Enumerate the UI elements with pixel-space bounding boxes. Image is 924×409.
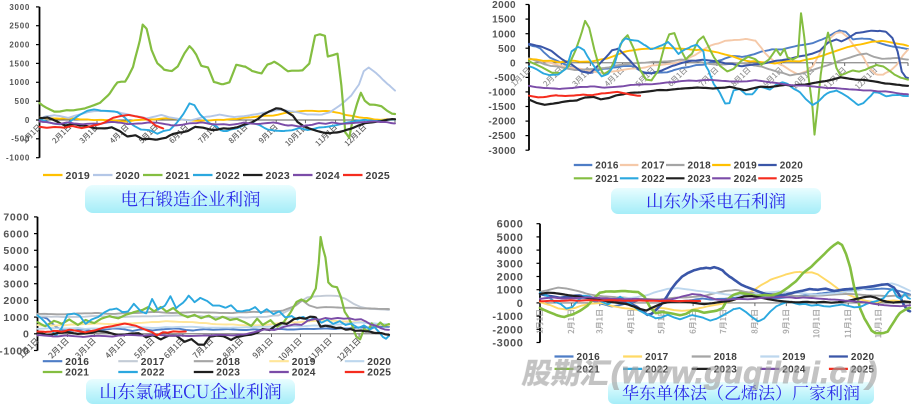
svg-text:0: 0: [517, 298, 524, 310]
svg-text:1000: 1000: [3, 312, 29, 324]
svg-text:-1500: -1500: [488, 102, 516, 113]
svg-text:3000: 3000: [3, 279, 29, 291]
svg-text:1000: 1000: [497, 285, 524, 297]
svg-text:2018: 2018: [216, 357, 240, 368]
svg-text:(www.guqihui.cn): (www.guqihui.cn): [611, 355, 878, 390]
svg-text:2019: 2019: [734, 161, 758, 172]
svg-text:500: 500: [498, 44, 516, 55]
svg-text:2021: 2021: [595, 174, 619, 185]
svg-text:1000: 1000: [492, 29, 516, 40]
svg-text:2024: 2024: [782, 365, 806, 376]
svg-text:0: 0: [23, 329, 30, 341]
svg-text:-1000: -1000: [488, 88, 516, 99]
svg-text:2019: 2019: [66, 170, 91, 182]
svg-text:2020: 2020: [851, 352, 875, 363]
svg-text:2019: 2019: [782, 352, 806, 363]
svg-text:2017: 2017: [641, 161, 665, 172]
svg-text:2000: 2000: [492, 0, 516, 11]
svg-text:4000: 4000: [3, 262, 29, 274]
svg-text:2024: 2024: [292, 368, 316, 379]
svg-text:2016: 2016: [595, 161, 619, 172]
svg-text:2018: 2018: [714, 352, 738, 363]
svg-text:2000: 2000: [9, 41, 30, 50]
svg-text:2025: 2025: [367, 368, 391, 379]
svg-text:6000: 6000: [3, 228, 29, 240]
svg-text:2024: 2024: [316, 170, 341, 182]
svg-text:-1000: -1000: [492, 311, 523, 323]
svg-text:-3000: -3000: [488, 146, 516, 157]
svg-text:-500: -500: [494, 73, 516, 84]
svg-text:5000: 5000: [3, 245, 29, 257]
svg-text:2020: 2020: [367, 357, 391, 368]
svg-text:0: 0: [25, 116, 30, 125]
svg-text:1000: 1000: [9, 78, 30, 87]
svg-text:-500: -500: [11, 135, 30, 144]
svg-text:1500: 1500: [9, 59, 30, 68]
svg-text:2017: 2017: [645, 352, 669, 363]
svg-text:2025: 2025: [780, 174, 804, 185]
svg-text:3000: 3000: [497, 258, 524, 270]
svg-text:2020: 2020: [116, 170, 141, 182]
svg-text:2022: 2022: [641, 174, 665, 185]
svg-text:2016: 2016: [65, 357, 89, 368]
svg-text:2025: 2025: [851, 365, 875, 376]
svg-text:2020: 2020: [780, 161, 804, 172]
svg-text:1500: 1500: [492, 15, 516, 26]
svg-text:2023: 2023: [216, 368, 240, 379]
svg-text:2023: 2023: [688, 174, 712, 185]
svg-text:500: 500: [15, 97, 30, 106]
svg-text:3000: 3000: [9, 3, 30, 12]
svg-text:2016: 2016: [577, 352, 601, 363]
svg-text:-3000: -3000: [492, 338, 523, 350]
svg-text:2017: 2017: [141, 357, 165, 368]
svg-text:2022: 2022: [216, 170, 241, 182]
svg-text:-2000: -2000: [492, 324, 523, 336]
svg-text:2021: 2021: [166, 170, 191, 182]
svg-text:-2500: -2500: [488, 131, 516, 142]
svg-text:2019: 2019: [292, 357, 316, 368]
svg-text:6000: 6000: [497, 219, 524, 231]
svg-text:2022: 2022: [645, 365, 669, 376]
svg-text:2023: 2023: [714, 365, 738, 376]
svg-text:0: 0: [510, 58, 516, 69]
svg-text:2018: 2018: [688, 161, 712, 172]
svg-text:-1000: -1000: [0, 345, 30, 357]
svg-text:2022: 2022: [141, 368, 165, 379]
svg-text:2025: 2025: [366, 170, 391, 182]
svg-text:2021: 2021: [65, 368, 89, 379]
svg-text:2024: 2024: [734, 174, 758, 185]
svg-text:2500: 2500: [9, 22, 30, 31]
svg-text:2000: 2000: [497, 272, 524, 284]
svg-text:-2000: -2000: [488, 117, 516, 128]
svg-text:5000: 5000: [497, 232, 524, 244]
svg-text:-1000: -1000: [6, 154, 30, 163]
svg-text:7000: 7000: [3, 212, 29, 224]
svg-text:2000: 2000: [3, 295, 29, 307]
svg-text:2023: 2023: [266, 170, 291, 182]
svg-text:4000: 4000: [497, 245, 524, 257]
